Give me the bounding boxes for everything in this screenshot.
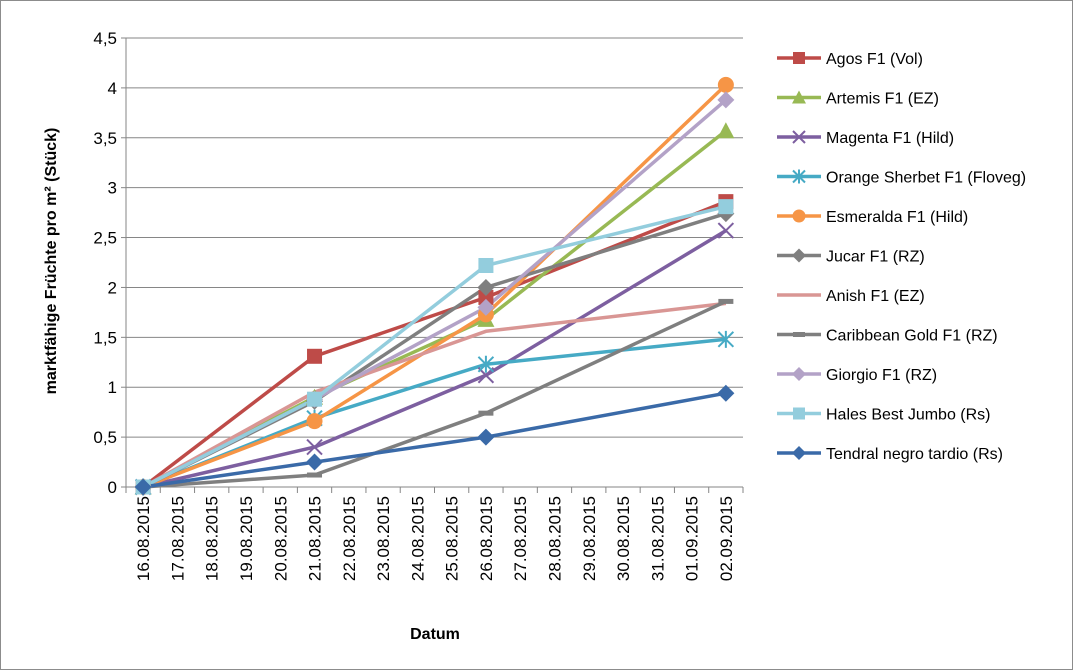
- x-tick-label: 22.08.2015: [340, 496, 359, 581]
- y-tick-label: 1: [108, 378, 117, 397]
- y-tick-label: 0,5: [93, 428, 117, 447]
- x-tick-label: 02.09.2015: [717, 496, 736, 581]
- data-point: [307, 472, 323, 478]
- series-line: [142, 204, 727, 489]
- data-point: [477, 298, 495, 316]
- legend-marker: [792, 90, 806, 104]
- legend-label: Caribbean Gold F1 (RZ): [826, 328, 998, 345]
- data-point: [718, 199, 734, 215]
- x-tick-label: 26.08.2015: [477, 496, 496, 581]
- x-tick-label: 20.08.2015: [271, 496, 290, 581]
- x-tick-label: 30.08.2015: [614, 496, 633, 581]
- series-line: [142, 83, 728, 489]
- data-point: [478, 257, 494, 273]
- series-line: [142, 299, 727, 489]
- series-line: [142, 229, 727, 489]
- x-tick-label: 24.08.2015: [408, 496, 427, 581]
- data-point: [717, 76, 734, 93]
- data-point: [134, 478, 152, 496]
- y-tick-label: 1,5: [93, 328, 117, 347]
- data-point: [717, 91, 735, 109]
- y-tick-label: 0: [108, 478, 117, 497]
- axes: 0 0,5 1 1,5 2 2,5 3 3,5 4 4,5 16.08.2015 17.08.2015…: [93, 29, 744, 581]
- legend-label: Tendral negro tardio (Rs): [826, 446, 1003, 463]
- y-axis-title: marktfähige Früchte pro m² (Stück): [43, 128, 60, 395]
- legend-marker: [792, 367, 806, 381]
- series-line: [142, 391, 727, 489]
- legend: Agos F1 (Vol) Artemis F1 (EZ) Magenta F1 (…: [777, 51, 1026, 463]
- y-tick-label: 3: [108, 179, 117, 198]
- x-tick-label: 18.08.2015: [203, 496, 222, 581]
- data-point: [306, 413, 323, 430]
- y-tick-label: 4: [108, 79, 117, 98]
- x-tick-label: 16.08.2015: [134, 496, 153, 581]
- legend-marker: [793, 332, 805, 337]
- legend-marker: [792, 130, 806, 144]
- x-tick-label: 21.08.2015: [306, 496, 325, 581]
- data-point: [307, 348, 323, 364]
- x-tick-label: 27.08.2015: [511, 496, 530, 581]
- legend-label: Artemis F1 (EZ): [826, 91, 939, 108]
- data-point: [477, 278, 495, 296]
- legend-marker: [793, 52, 805, 64]
- y-tick-label: 2: [108, 278, 117, 297]
- data-point: [718, 298, 734, 304]
- series-line: [142, 301, 727, 489]
- data-point: [306, 453, 324, 471]
- legend-label: Giorgio F1 (RZ): [826, 367, 937, 384]
- series-markers: [134, 76, 735, 496]
- legend-marker: [792, 248, 806, 263]
- legend-marker: [792, 446, 806, 460]
- x-tick-label: 17.08.2015: [168, 496, 187, 581]
- x-tick-label: 29.08.2015: [580, 496, 599, 581]
- y-tick-label: 3,5: [93, 129, 117, 148]
- x-tick-label: 25.08.2015: [443, 496, 462, 581]
- x-tick-label: 28.08.2015: [545, 496, 564, 581]
- data-point: [307, 391, 323, 407]
- legend-marker: [792, 169, 806, 184]
- series-line: [142, 337, 727, 489]
- data-point: [478, 289, 494, 305]
- legend-label: Agos F1 (Vol): [826, 51, 923, 68]
- y-tick-label: 2,5: [93, 229, 117, 248]
- legend-label: Anish F1 (EZ): [826, 288, 925, 305]
- legend-label: Hales Best Jumbo (Rs): [826, 407, 991, 424]
- data-point: [306, 438, 323, 456]
- data-point: [478, 410, 494, 416]
- x-tick-label: 19.08.2015: [237, 496, 256, 581]
- x-tick-label: 31.08.2015: [648, 496, 667, 581]
- data-point: [717, 330, 735, 348]
- x-tick-label: 01.09.2015: [683, 496, 702, 581]
- legend-label: Jucar F1 (RZ): [826, 249, 925, 266]
- data-point: [477, 428, 495, 446]
- series-line: [142, 98, 728, 489]
- legend-label: Magenta F1 (Hild): [826, 130, 954, 147]
- x-tick-label: 23.08.2015: [374, 496, 393, 581]
- data-point: [717, 384, 735, 402]
- data-point: [717, 122, 735, 139]
- legend-label: Esmeralda F1 (Hild): [826, 209, 968, 226]
- gridlines: [126, 37, 743, 438]
- legend-label: Orange Sherbet F1 (Floveg): [826, 170, 1026, 187]
- x-axis-title: Datum: [410, 626, 460, 643]
- series-lines: [142, 83, 728, 489]
- legend-marker: [792, 209, 806, 223]
- data-point: [477, 355, 495, 373]
- data-point: [717, 222, 735, 239]
- legend-marker: [793, 407, 805, 420]
- y-tick-label: 4,5: [93, 29, 117, 48]
